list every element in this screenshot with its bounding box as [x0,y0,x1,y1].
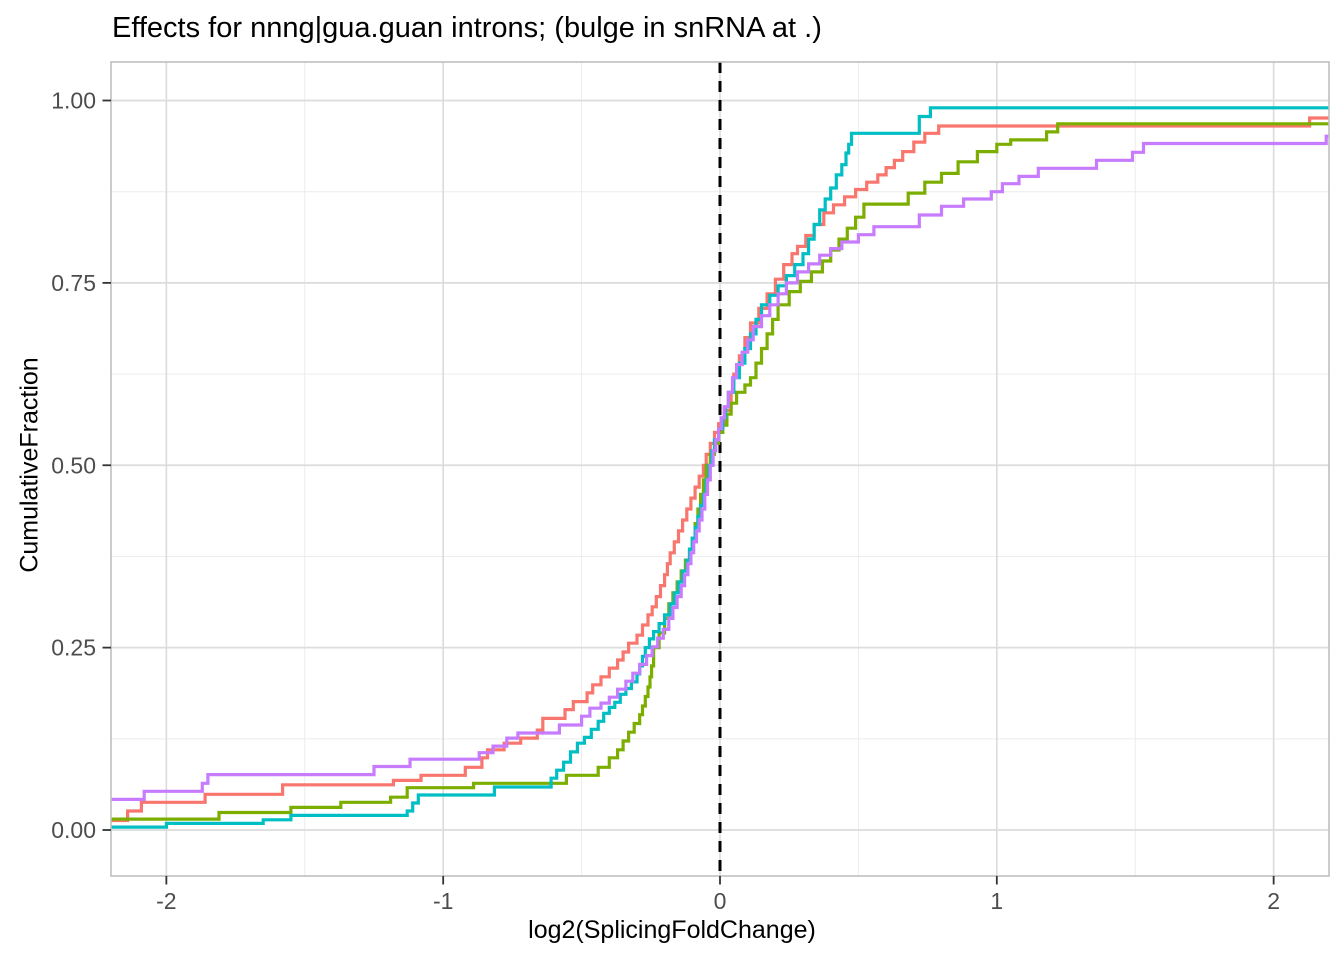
x-tick-label: -2 [156,888,176,914]
y-tick-label: 0.75 [51,270,96,296]
y-tick-label: 0.25 [51,635,96,661]
chart-title: Effects for nnng|gua.guan introns; (bulg… [112,12,822,44]
y-tick-label: 0.50 [51,452,96,478]
y-tick-label: 0.00 [51,817,96,843]
x-tick-label: 1 [990,888,1003,914]
ecdf-curve-purple [111,134,1329,801]
x-tick-label: 2 [1267,888,1280,914]
x-axis-title: log2(SplicingFoldChange) [528,916,816,944]
x-tick-label: -1 [433,888,453,914]
x-tick-label: 0 [714,888,727,914]
y-tick-label: 1.00 [51,88,96,114]
